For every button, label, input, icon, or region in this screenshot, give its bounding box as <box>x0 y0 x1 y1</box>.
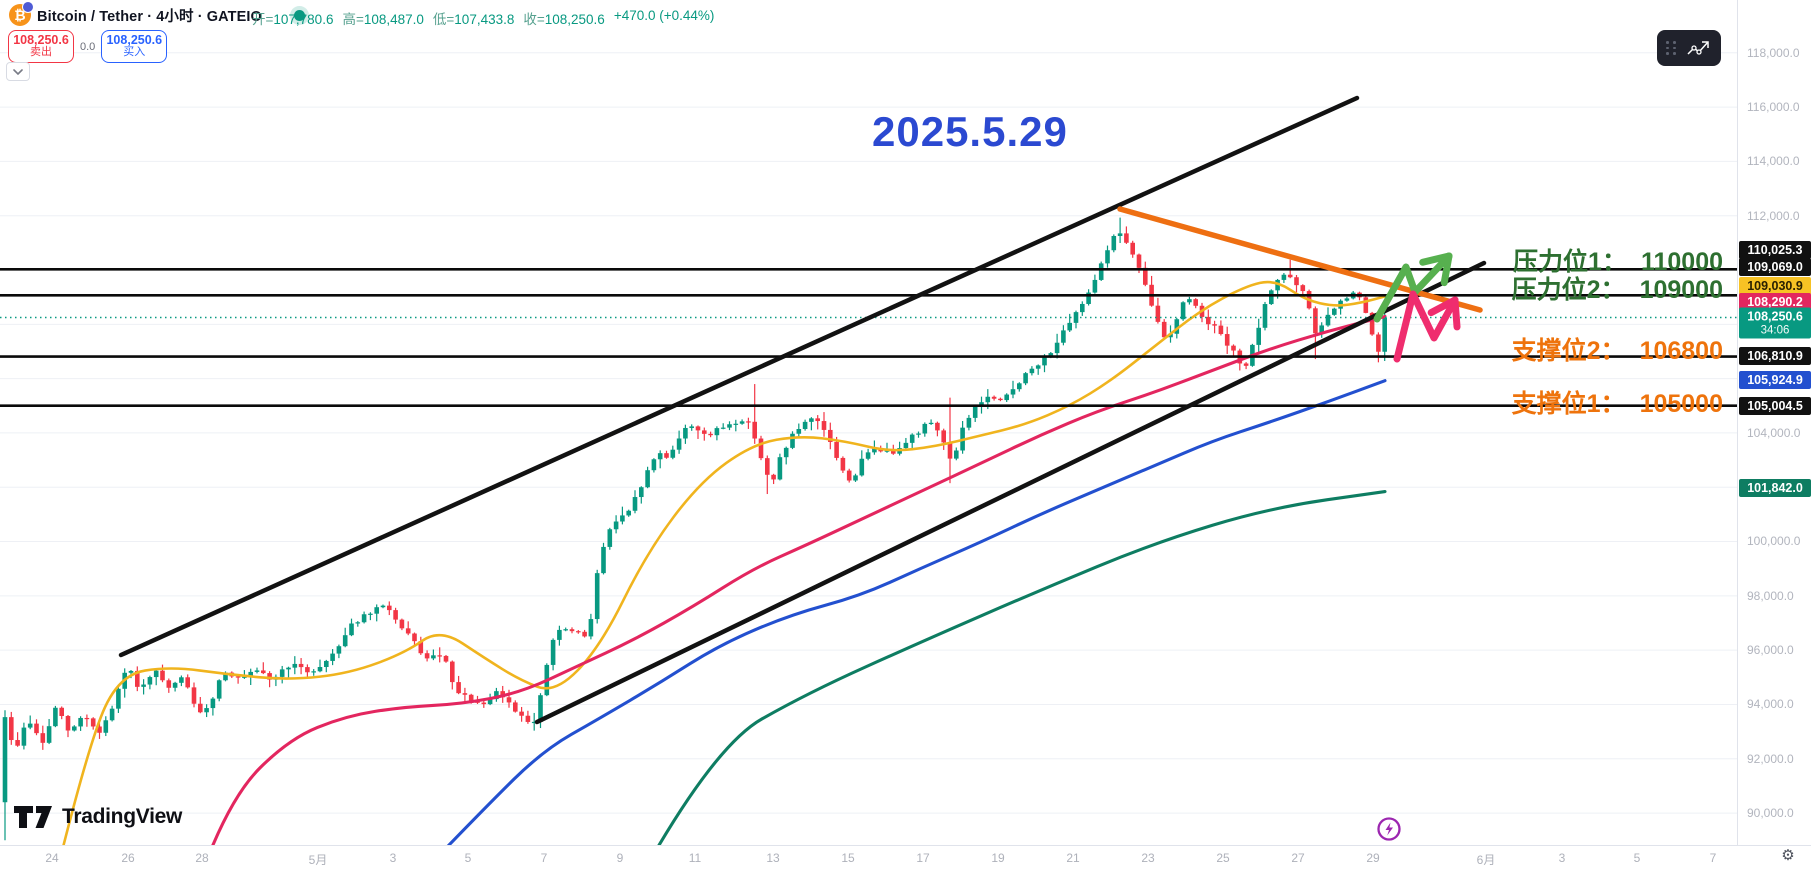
price-change: +470.0 (+0.44%) <box>613 8 715 23</box>
support-resistance-lines[interactable] <box>0 268 1737 407</box>
channel-upper[interactable] <box>118 95 1360 658</box>
buy-label: 买入 <box>123 46 146 59</box>
bar-countdown: 34:06 <box>1760 324 1790 337</box>
lightning-event-marker-icon[interactable] <box>1374 814 1404 844</box>
buy-price: 108,250.6 <box>106 33 163 48</box>
time-scale[interactable]: 24 26 28 5月 3 5 7 9 11 13 15 17 19 21 23 25 27 29 6月 3 5 7 <box>0 845 1811 869</box>
candlestick-chart[interactable] <box>0 0 1737 845</box>
moving-averages <box>62 280 1387 845</box>
x-axis-tick: 9 <box>616 851 624 865</box>
candlestick-series <box>2 217 1387 841</box>
ma-slow-blue <box>446 379 1387 845</box>
price-label: 105,924.9 <box>1739 371 1811 389</box>
market-status-dot-icon <box>293 9 305 21</box>
ohlc-item: 高=108,487.0 <box>342 12 424 27</box>
x-axis-tick: 3 <box>389 851 397 865</box>
bullish-breakout-arrow[interactable] <box>1373 252 1453 323</box>
x-axis-tick: 26 <box>121 851 135 865</box>
price-label: 101,842.0 <box>1739 479 1811 497</box>
date-annotation[interactable]: 2025.5.29 <box>872 108 1068 155</box>
resistance-1-annotation[interactable]: 压力位1： 110000 <box>1513 248 1723 276</box>
price-label: 109,030.9 <box>1739 277 1811 295</box>
x-axis-tick: 5 <box>464 851 472 865</box>
ma-slowest-green <box>657 489 1387 845</box>
x-axis-tick: 5月 <box>308 853 328 867</box>
resistance-2-annotation[interactable]: 压力位2： 109000 <box>1511 276 1723 304</box>
descending-resistance[interactable] <box>1117 206 1483 313</box>
x-axis-tick: 27 <box>1291 851 1305 865</box>
ohlc-item: 低=107,433.8 <box>432 12 515 27</box>
price-label: 110,025.3 <box>1739 241 1811 259</box>
channel-lower[interactable] <box>534 260 1487 725</box>
price-label: 108,290.2 <box>1739 293 1811 311</box>
x-axis-tick: 13 <box>766 851 780 865</box>
x-axis-tick: 7 <box>540 851 548 865</box>
x-axis-tick: 19 <box>991 851 1005 865</box>
y-axis-tick: 112,000.0 <box>1747 209 1800 223</box>
x-axis-tick: 6月 <box>1476 853 1496 867</box>
chevron-down-icon <box>13 68 23 75</box>
y-axis-tick: 98,000.0 <box>1747 589 1794 603</box>
scenario-arrows[interactable] <box>1373 252 1461 363</box>
y-axis-tick: 116,000.0 <box>1747 100 1800 114</box>
collapse-panel-button[interactable] <box>6 62 30 81</box>
y-axis-tick: 90,000.0 <box>1747 806 1794 820</box>
price-label: 108,250.6 34:06 <box>1739 307 1811 339</box>
exchange-badge-icon <box>22 1 34 13</box>
y-axis-tick: 94,000.0 <box>1747 697 1794 711</box>
x-axis-tick: 25 <box>1216 851 1230 865</box>
sell-button[interactable]: 108,250.6 卖出 <box>8 30 74 63</box>
ohlc-item: 收=108,250.6 <box>523 12 605 27</box>
buy-button[interactable]: 108,250.6 买入 <box>101 30 168 63</box>
x-axis-tick: 24 <box>45 851 59 865</box>
symbol-title[interactable]: Bitcoin / Tether · 4小时 · GATEIO <box>37 8 262 25</box>
trendlines[interactable] <box>118 95 1487 725</box>
y-axis-tick: 96,000.0 <box>1747 643 1794 657</box>
sell-price: 108,250.6 <box>13 33 69 48</box>
price-label: 106,810.9 <box>1739 347 1811 365</box>
price-label: 109,069.0 <box>1739 258 1811 276</box>
drawing-toolbar[interactable] <box>1657 30 1721 66</box>
x-axis-tick: 11 <box>688 851 702 865</box>
x-axis-tick: 15 <box>841 851 855 865</box>
trend-line-tool-icon[interactable] <box>1686 38 1712 58</box>
y-axis-tick: 118,000.0 <box>1747 46 1800 60</box>
ma-fast-yellow <box>62 280 1387 845</box>
x-axis-tick: 17 <box>916 851 930 865</box>
x-axis-tick: 5 <box>1633 851 1641 865</box>
bearish-rejection-arrow[interactable] <box>1393 290 1459 363</box>
x-axis-tick: 23 <box>1141 851 1155 865</box>
trade-panel: 108,250.6 卖出 0.0 108,250.6 买入 <box>8 30 168 63</box>
price-scale[interactable]: 118,000.0 116,000.0 114,000.0 112,000.0 104,… <box>1737 0 1811 845</box>
settings-gear-icon[interactable]: ⚙ <box>1781 847 1795 864</box>
y-axis-tick: 104,000.0 <box>1747 426 1801 440</box>
y-axis-tick: 92,000.0 <box>1747 752 1794 766</box>
tradingview-logo[interactable]: TradingView <box>13 804 182 830</box>
drag-handle-icon[interactable] <box>1666 41 1677 55</box>
y-axis-tick: 114,000.0 <box>1747 154 1800 168</box>
x-axis-tick: 3 <box>1558 851 1566 865</box>
x-axis-tick: 28 <box>195 851 209 865</box>
ohlc-item: 开=107,780.6 <box>252 12 334 27</box>
gridlines <box>0 52 1737 814</box>
tradingview-mark-icon <box>14 806 52 828</box>
x-axis-tick: 29 <box>1366 851 1380 865</box>
bitcoin-icon: ₿ <box>9 1 34 26</box>
ma-mid-pink <box>211 314 1387 845</box>
sell-label: 卖出 <box>30 46 52 59</box>
y-axis-tick: 100,000.0 <box>1747 534 1801 548</box>
x-axis-tick: 21 <box>1066 851 1080 865</box>
ohlc-readout: 开=107,780.6 高=108,487.0 低=107,433.8 收=108,2… <box>252 8 714 28</box>
tradingview-logo-text: TradingView <box>62 805 183 828</box>
x-axis-tick: 7 <box>1709 851 1717 865</box>
price-label: 105,004.5 <box>1739 397 1811 415</box>
support-2-annotation[interactable]: 支撑位2： 106800 <box>1511 337 1723 365</box>
spread-value: 0.0 <box>80 40 96 53</box>
support-1-annotation[interactable]: 支撑位1： 105000 <box>1511 390 1723 418</box>
